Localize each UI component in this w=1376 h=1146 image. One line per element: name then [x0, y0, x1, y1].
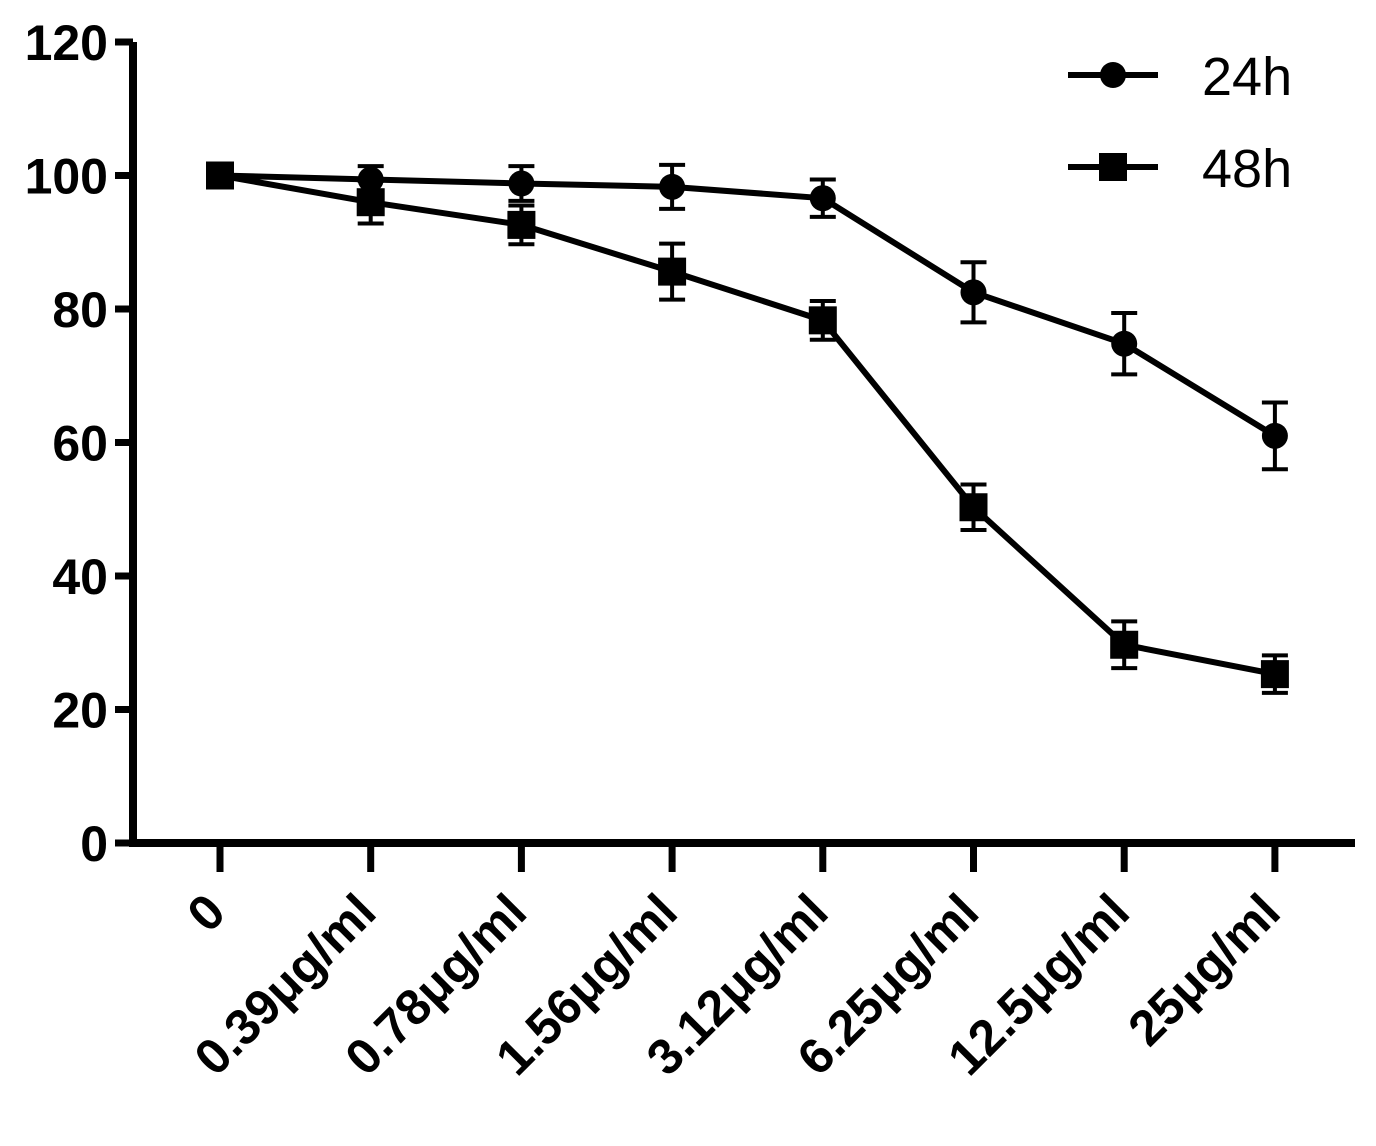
data-point-24h	[659, 173, 686, 200]
data-point-48h	[808, 306, 837, 335]
data-point-24h	[508, 170, 535, 197]
data-point-24h	[809, 185, 836, 212]
legend-marker-24h	[1100, 62, 1126, 88]
data-point-48h	[507, 210, 536, 239]
legend-label-48h: 48h	[1202, 139, 1292, 199]
legend: 24h 48h	[1068, 47, 1292, 199]
series-group	[206, 161, 1289, 695]
y-axis-ticks: 0 20 40 60 80 100 120	[25, 15, 133, 872]
y-tick-label: 120	[25, 15, 108, 71]
data-point-24h	[1111, 330, 1138, 357]
x-tick-label: 25μg/ml	[1117, 883, 1290, 1056]
data-point-24h	[960, 279, 987, 306]
x-axis-ticks: 00.39μg/ml0.78μg/ml1.56μg/ml3.12μg/ml6.2…	[177, 843, 1291, 1086]
y-tick-label: 60	[52, 416, 108, 472]
series-48h	[206, 161, 1289, 695]
data-point-48h	[1260, 660, 1289, 689]
y-tick-label: 20	[52, 683, 108, 739]
data-point-48h	[658, 257, 687, 286]
legend-marker-48h	[1099, 153, 1127, 181]
legend-label-24h: 24h	[1202, 47, 1292, 107]
y-tick-label: 0	[80, 816, 108, 872]
series-line-48h	[219, 172, 1276, 678]
y-tick-label: 40	[52, 549, 108, 605]
data-point-48h	[1110, 630, 1139, 659]
y-tick-label: 80	[52, 282, 108, 338]
data-point-48h	[356, 188, 385, 217]
data-point-24h	[1261, 422, 1288, 449]
x-tick-label: 0	[177, 883, 236, 942]
axes	[129, 42, 1355, 847]
data-point-48h	[959, 493, 988, 522]
series-line-24h	[219, 172, 1277, 439]
data-point-48h	[206, 161, 234, 190]
y-tick-label: 100	[25, 149, 108, 205]
